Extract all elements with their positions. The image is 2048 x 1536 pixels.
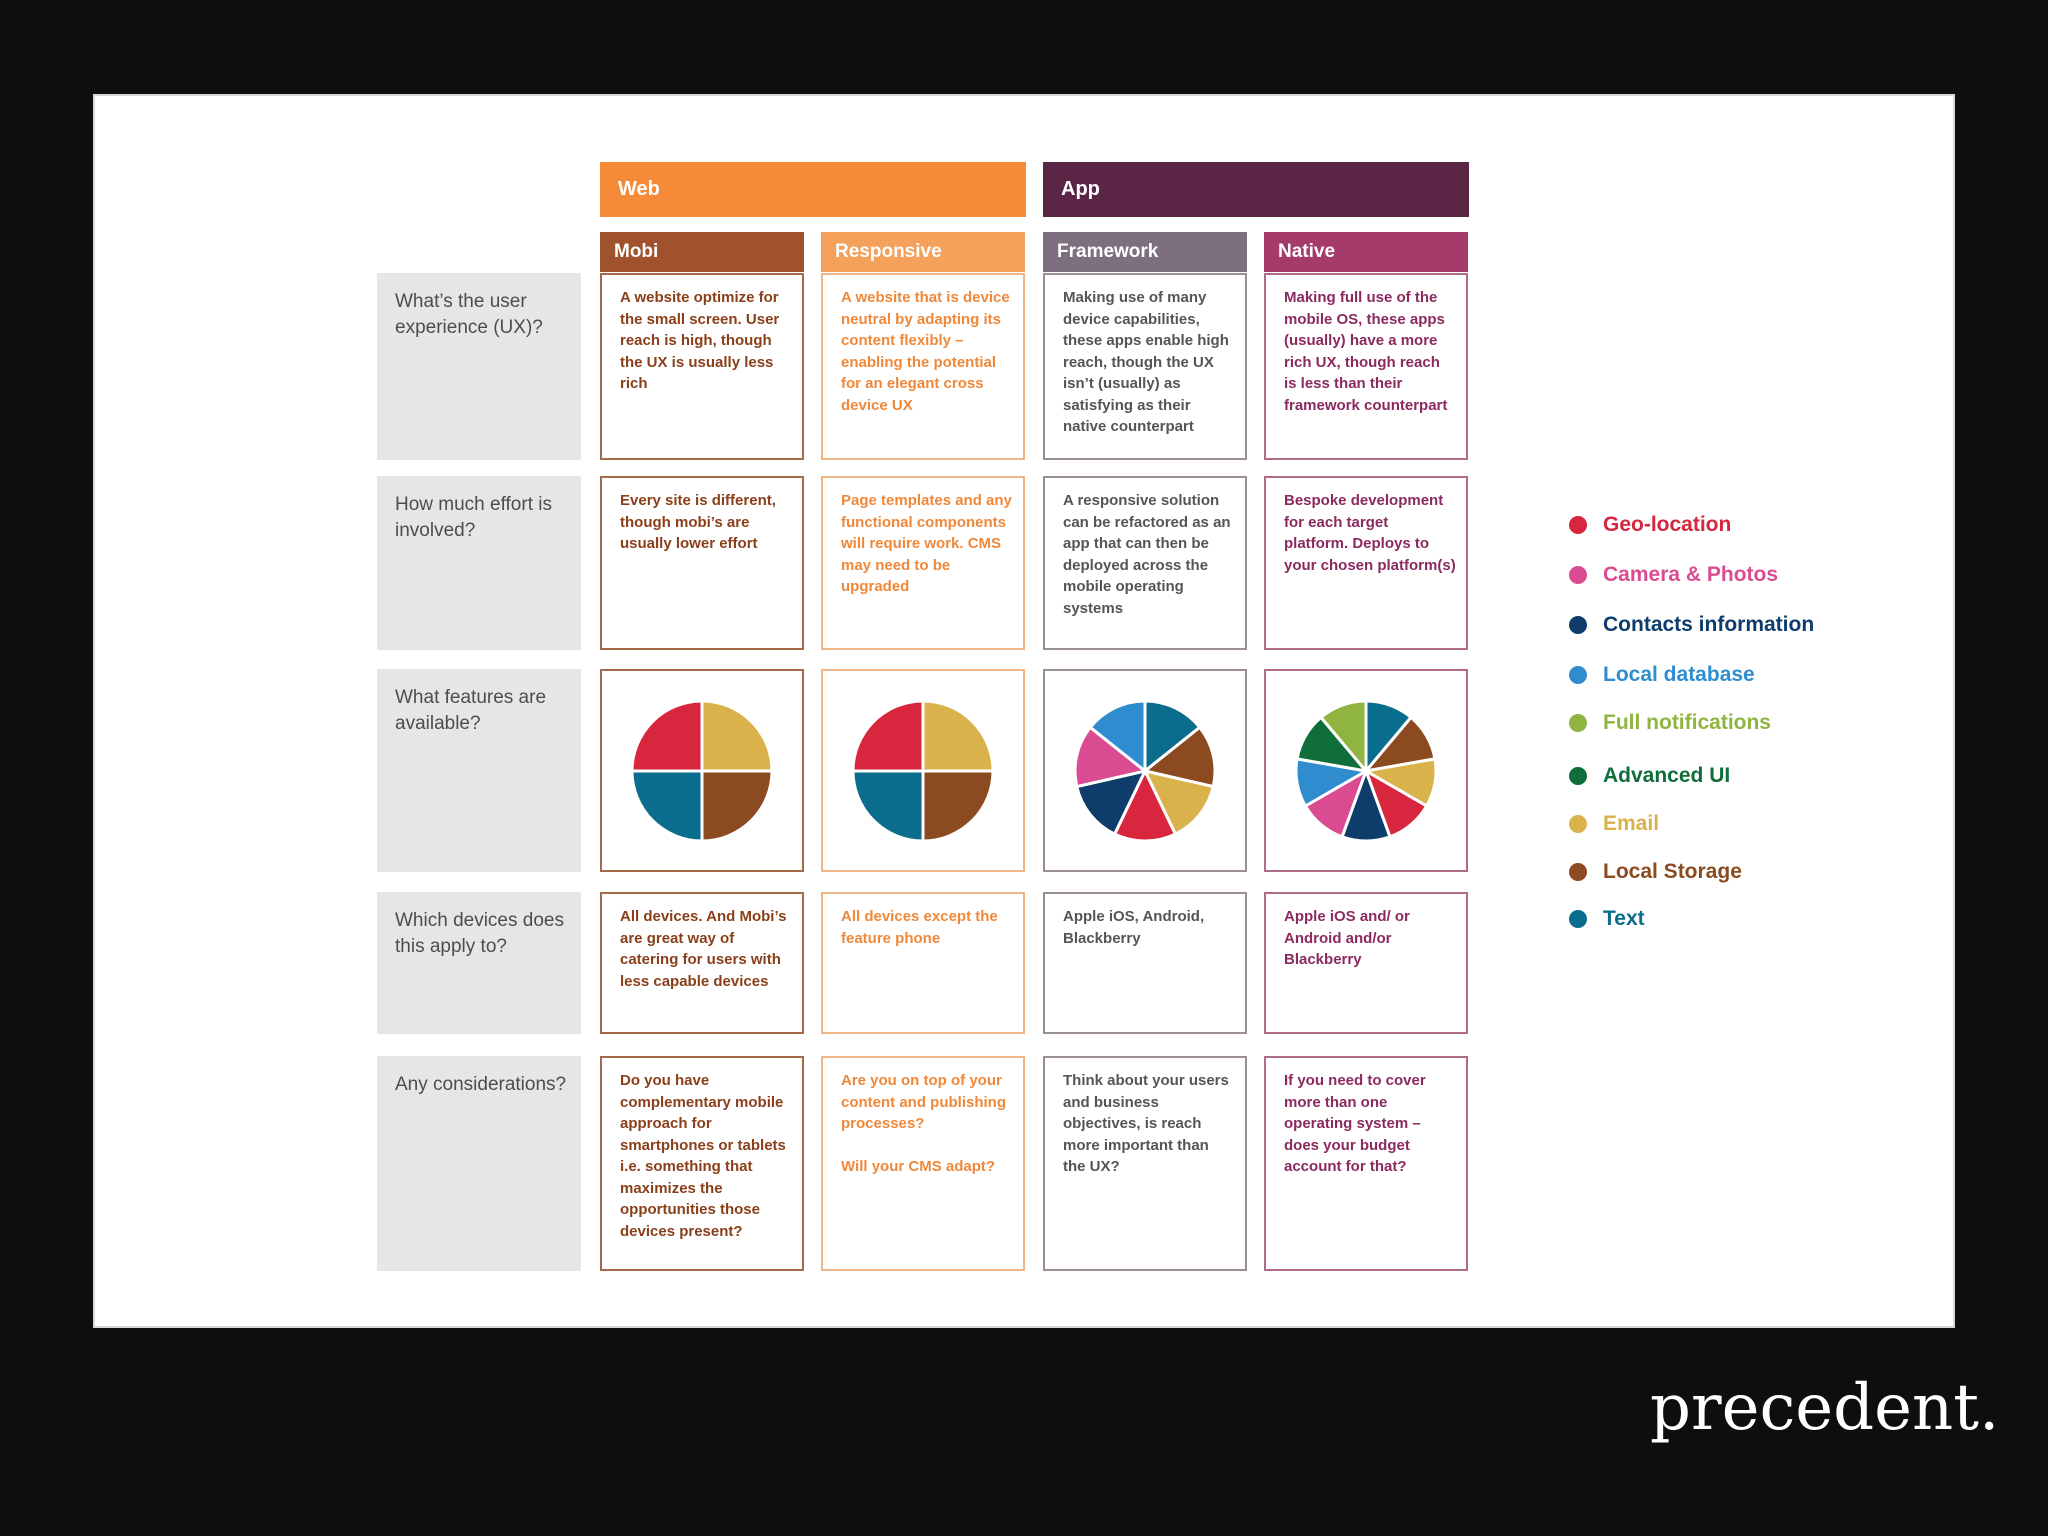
brand-logo: precedent. [1650, 1371, 2000, 1445]
cell-ux-native: Making full use of the mobile OS, these … [1264, 273, 1468, 460]
question-devices: Which devices does this apply to? [377, 892, 581, 1034]
feature-pie-responsive [851, 698, 995, 843]
slide: Web App Mobi Responsive Framework Native… [93, 94, 1955, 1328]
legend-dot-icon [1569, 815, 1587, 833]
legend-item-full-notifications: Full notifications [1569, 708, 1771, 738]
cell-features-responsive [821, 669, 1025, 872]
pie-slice-contacts-information [1074, 768, 1148, 836]
cell-ux-framework: Making use of many device capabilities, … [1043, 273, 1247, 460]
pie-slice-geo-location [630, 698, 704, 772]
pie-slice-text [851, 769, 925, 843]
column-header-framework: Framework [1043, 232, 1247, 272]
cell-devices-native: Apple iOS and/ or Android and/or Blackbe… [1264, 892, 1468, 1034]
cell-effort-responsive: Page templates and any functional compon… [821, 476, 1025, 650]
column-header-native: Native [1264, 232, 1468, 272]
legend-dot-icon [1569, 910, 1587, 928]
question-effort: How much effort is involved? [377, 476, 581, 650]
pie-slice-email [1142, 768, 1216, 836]
legend-item-contacts-information: Contacts information [1569, 610, 1814, 640]
legend-item-local-storage: Local Storage [1569, 857, 1742, 887]
legend-label: Text [1603, 907, 1645, 930]
pie-slice-geo-location [1112, 767, 1178, 842]
legend-dot-icon [1569, 863, 1587, 881]
pie-slice-email [700, 698, 774, 772]
cell-effort-framework: A responsive solution can be refactored … [1043, 476, 1247, 650]
column-header-mobi: Mobi [600, 232, 804, 272]
pie-slice-local-storage [921, 769, 995, 843]
legend-label: Advanced UI [1603, 764, 1731, 787]
cell-features-native [1264, 669, 1468, 872]
feature-pie-native [1294, 698, 1438, 842]
question-considerations: Any considerations? [377, 1056, 581, 1271]
pie-slice-full-notifications [1318, 698, 1368, 775]
legend-label: Local Storage [1603, 860, 1742, 883]
legend-dot-icon [1569, 566, 1587, 584]
group-header-web: Web [600, 162, 1026, 217]
legend-dot-icon [1569, 714, 1587, 732]
cell-devices-framework: Apple iOS, Android, Blackberry [1043, 892, 1247, 1034]
pie-slice-local-storage [700, 769, 774, 843]
column-header-responsive: Responsive [821, 232, 1025, 272]
feature-pie-mobi [630, 698, 774, 843]
cell-considerations-framework: Think about your users and business obje… [1043, 1056, 1247, 1271]
pie-slice-text [630, 769, 704, 843]
pie-slice-email [921, 698, 995, 772]
question-features: What features are available? [377, 669, 581, 872]
legend-dot-icon [1569, 616, 1587, 634]
legend-label: Local database [1603, 663, 1755, 686]
cell-considerations-mobi: Do you have complementary mobile approac… [600, 1056, 804, 1271]
legend-item-advanced-ui: Advanced UI [1569, 761, 1730, 791]
legend-dot-icon [1569, 666, 1587, 684]
cell-ux-responsive: A website that is device neutral by adap… [821, 273, 1025, 460]
legend-item-local-database: Local database [1569, 660, 1755, 690]
pie-slice-local-storage [1141, 724, 1217, 788]
cell-devices-mobi: All devices. And Mobi’s are great way of… [600, 892, 804, 1034]
cell-effort-native: Bespoke development for each target plat… [1264, 476, 1468, 650]
pie-slice-text [1143, 698, 1202, 774]
feature-pie-framework [1073, 698, 1217, 842]
legend-dot-icon [1569, 516, 1587, 534]
cell-considerations-responsive: Are you on top of your content and publi… [821, 1056, 1025, 1271]
cell-features-framework [1043, 669, 1247, 872]
question-ux: What’s the user experience (UX)? [377, 273, 581, 460]
legend-item-text: Text [1569, 904, 1645, 934]
group-header-app: App [1043, 162, 1469, 217]
cell-features-mobi [600, 669, 804, 872]
pie-slice-geo-location [851, 698, 925, 772]
legend-label: Full notifications [1603, 711, 1771, 734]
legend-item-email: Email [1569, 809, 1659, 839]
legend-label: Camera & Photos [1603, 563, 1779, 586]
legend-item-geo-location: Geo-location [1569, 510, 1731, 540]
legend-label: Geo-location [1603, 513, 1732, 536]
legend-label: Contacts information [1603, 613, 1815, 636]
cell-devices-responsive: All devices except the feature phone [821, 892, 1025, 1034]
legend-item-camera-photos: Camera & Photos [1569, 560, 1778, 590]
cell-ux-mobi: A website optimize for the small screen.… [600, 273, 804, 460]
cell-effort-mobi: Every site is different, though mobi’s a… [600, 476, 804, 650]
pie-slice-local-database [1088, 698, 1147, 774]
legend-label: Email [1603, 812, 1660, 835]
pie-slice-camera-photos [1073, 724, 1149, 788]
legend-dot-icon [1569, 767, 1587, 785]
cell-considerations-native: If you need to cover more than one opera… [1264, 1056, 1468, 1271]
